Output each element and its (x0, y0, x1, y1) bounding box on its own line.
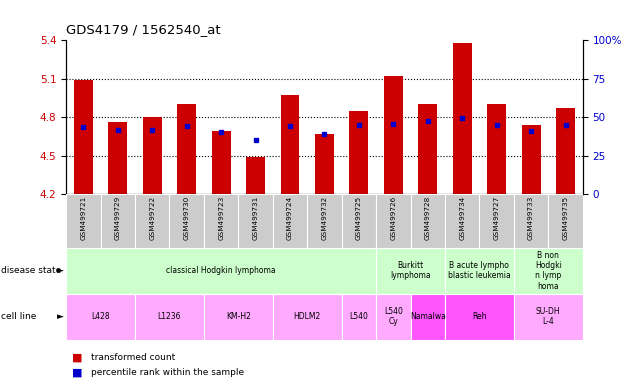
Bar (74, 80, 93, 194)
Bar (418, 104, 437, 194)
Bar (445, 194, 479, 248)
Text: SU-DH
L-4: SU-DH L-4 (536, 307, 561, 326)
Text: Namalwa: Namalwa (410, 312, 445, 321)
Bar (135, 294, 204, 340)
Text: transformed count: transformed count (91, 353, 176, 362)
Text: GSM499734: GSM499734 (459, 195, 465, 240)
Bar (514, 194, 548, 248)
Bar (307, 194, 341, 248)
Bar (479, 194, 514, 248)
Bar (514, 294, 583, 340)
Text: L428: L428 (91, 312, 110, 321)
Bar (280, 95, 299, 194)
Text: L540
Cy: L540 Cy (384, 307, 403, 326)
Text: Reh: Reh (472, 312, 487, 321)
Text: B acute lympho
blastic leukemia: B acute lympho blastic leukemia (448, 261, 511, 280)
Bar (376, 248, 445, 294)
Bar (108, 122, 127, 194)
Bar (315, 134, 334, 194)
Bar (445, 294, 514, 340)
Bar (169, 194, 204, 248)
Bar (411, 194, 445, 248)
Text: percentile rank within the sample: percentile rank within the sample (91, 368, 244, 377)
Bar (350, 111, 369, 194)
Text: GSM499724: GSM499724 (287, 195, 293, 240)
Text: B non
Hodgki
n lymp
homa: B non Hodgki n lymp homa (535, 251, 562, 291)
Text: GSM499732: GSM499732 (321, 195, 328, 240)
Bar (273, 194, 307, 248)
Bar (204, 194, 238, 248)
Text: GSM499721: GSM499721 (81, 195, 86, 240)
Bar (487, 104, 506, 194)
Bar (101, 194, 135, 248)
Text: GSM499731: GSM499731 (253, 195, 258, 240)
Bar (445, 248, 514, 294)
Text: ►: ► (57, 312, 64, 321)
Text: Burkitt
lymphoma: Burkitt lymphoma (390, 261, 431, 280)
Bar (238, 194, 273, 248)
Text: ■: ■ (72, 367, 83, 377)
Text: GSM499726: GSM499726 (391, 195, 396, 240)
Text: GSM499723: GSM499723 (218, 195, 224, 240)
Bar (273, 294, 341, 340)
Bar (548, 194, 583, 248)
Text: GSM499733: GSM499733 (528, 195, 534, 240)
Text: ►: ► (57, 266, 64, 275)
Bar (135, 194, 169, 248)
Text: GSM499725: GSM499725 (356, 195, 362, 240)
Bar (212, 131, 231, 194)
Text: GSM499730: GSM499730 (184, 195, 190, 240)
Bar (204, 294, 273, 340)
Bar (376, 294, 411, 340)
Bar (341, 194, 376, 248)
Bar (66, 248, 376, 294)
Text: GSM499728: GSM499728 (425, 195, 431, 240)
Text: disease state: disease state (1, 266, 61, 275)
Bar (66, 294, 135, 340)
Bar (66, 194, 101, 248)
Bar (453, 43, 472, 194)
Text: KM-H2: KM-H2 (226, 312, 251, 321)
Text: GSM499727: GSM499727 (494, 195, 500, 240)
Text: GSM499735: GSM499735 (563, 195, 568, 240)
Bar (143, 117, 162, 194)
Text: classical Hodgkin lymphoma: classical Hodgkin lymphoma (166, 266, 276, 275)
Text: ■: ■ (72, 353, 83, 363)
Text: cell line: cell line (1, 312, 36, 321)
Bar (246, 157, 265, 194)
Bar (556, 108, 575, 194)
Text: GSM499722: GSM499722 (149, 195, 155, 240)
Text: GSM499729: GSM499729 (115, 195, 121, 240)
Bar (514, 248, 583, 294)
Bar (376, 194, 411, 248)
Text: GDS4179 / 1562540_at: GDS4179 / 1562540_at (66, 23, 220, 36)
Bar (411, 294, 445, 340)
Text: HDLM2: HDLM2 (294, 312, 321, 321)
Bar (341, 294, 376, 340)
Bar (522, 125, 541, 194)
Text: L540: L540 (350, 312, 369, 321)
Text: L1236: L1236 (158, 312, 181, 321)
Bar (384, 76, 403, 194)
Bar (177, 104, 196, 194)
